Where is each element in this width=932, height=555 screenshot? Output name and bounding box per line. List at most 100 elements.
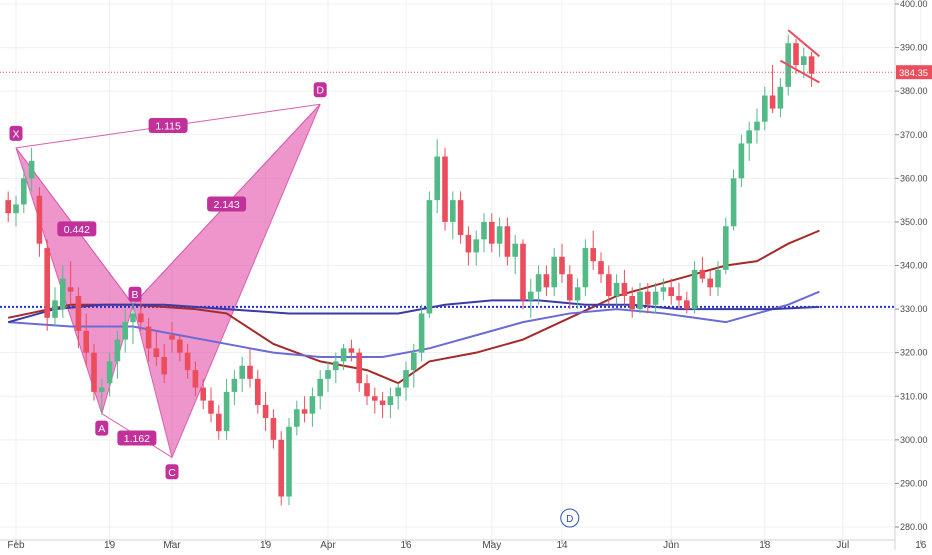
ratio-label-1-115-bg xyxy=(148,118,188,134)
candle xyxy=(715,261,721,297)
candle-body xyxy=(145,326,152,349)
x-tick-label: Jun xyxy=(663,540,679,550)
y-tick-label: 300.00 xyxy=(900,435,928,445)
candle xyxy=(294,400,300,436)
candle-body xyxy=(216,413,222,432)
candle-body xyxy=(754,121,760,131)
candle xyxy=(403,361,409,401)
pattern-point-c: C xyxy=(165,464,179,480)
candle xyxy=(192,361,199,397)
candle xyxy=(138,296,144,331)
pattern-point-c-bg xyxy=(165,464,179,480)
ratio-label-2-143: 2.143 xyxy=(207,196,247,212)
candle-body xyxy=(13,204,19,214)
y-tick-label: 400.00 xyxy=(900,0,928,9)
dividend-marker[interactable] xyxy=(560,508,580,528)
candle xyxy=(255,370,261,414)
pattern-point-x: X xyxy=(9,125,23,141)
candle-body xyxy=(691,269,698,310)
candle-body xyxy=(621,282,628,297)
candle xyxy=(301,396,308,423)
candle-body xyxy=(801,56,807,66)
pattern-point-b: B xyxy=(128,286,142,302)
event-marker[interactable]: D xyxy=(560,508,580,528)
candle-body xyxy=(426,200,433,314)
candle xyxy=(145,317,152,362)
y-tick-label: 320.00 xyxy=(900,348,928,358)
candle-body xyxy=(177,339,183,353)
candle xyxy=(395,383,401,410)
y-tick-label: 370.00 xyxy=(900,130,928,140)
candles xyxy=(5,34,815,506)
candle xyxy=(613,274,620,305)
ratio-label-1-115: 1.115 xyxy=(148,118,188,134)
candle-body xyxy=(613,282,620,297)
candle-body xyxy=(504,226,511,257)
candle-body xyxy=(122,322,128,340)
candle xyxy=(153,330,160,366)
candle-body xyxy=(660,287,667,292)
candle xyxy=(559,243,565,283)
candle xyxy=(60,265,66,318)
candle-body xyxy=(762,95,768,122)
candle xyxy=(707,269,713,297)
candle-body xyxy=(114,339,121,362)
pattern-point-a-text: A xyxy=(98,423,105,435)
ratio-label-1-162-bg xyxy=(117,430,157,446)
candle-body xyxy=(528,291,534,301)
candle xyxy=(262,391,269,432)
candle xyxy=(325,361,331,392)
candle xyxy=(356,348,362,392)
candle-body xyxy=(606,274,612,297)
candle xyxy=(496,217,503,257)
flag-pattern xyxy=(779,29,821,84)
candle xyxy=(114,330,121,379)
candle xyxy=(278,431,284,506)
candle xyxy=(481,213,487,253)
candle-body xyxy=(5,200,11,214)
x-tick-label: 19 xyxy=(104,540,116,550)
candle-body xyxy=(465,234,472,253)
candle-body xyxy=(21,178,27,205)
candle xyxy=(270,409,277,449)
candle-body xyxy=(317,378,323,397)
candle-body xyxy=(372,396,378,401)
candle xyxy=(5,191,11,222)
x-tick-label: 18 xyxy=(759,540,771,550)
candle-body xyxy=(551,256,557,288)
pattern-point-a-bg xyxy=(95,420,109,436)
candle xyxy=(239,357,245,392)
candle xyxy=(442,147,448,231)
candle xyxy=(543,265,550,297)
candle xyxy=(286,418,292,506)
candle-body xyxy=(457,200,464,235)
candle-body xyxy=(808,56,815,74)
candle xyxy=(699,256,706,283)
y-tick-label: 280.00 xyxy=(900,522,928,532)
candle-body xyxy=(730,178,737,227)
candle-body xyxy=(442,156,448,222)
candle-body xyxy=(535,274,542,292)
candle-body xyxy=(67,287,74,292)
candle xyxy=(216,404,222,440)
flag-upper-line xyxy=(787,29,821,58)
candle xyxy=(13,195,19,227)
candle-body xyxy=(582,248,589,288)
candle xyxy=(520,239,526,310)
candle-body xyxy=(481,221,487,240)
candle-body xyxy=(567,274,573,301)
candle xyxy=(223,378,230,440)
y-tick-label: 330.00 xyxy=(900,304,928,314)
candle xyxy=(122,309,128,353)
candle-body xyxy=(434,156,440,201)
candle-body xyxy=(52,300,58,318)
candle xyxy=(83,313,89,366)
pattern-point-a: A xyxy=(95,420,109,436)
candle xyxy=(754,108,760,144)
candle xyxy=(161,343,167,384)
candle-body xyxy=(738,143,745,179)
current-price-badge: 384.35 xyxy=(896,65,932,80)
candle-body xyxy=(676,296,682,301)
